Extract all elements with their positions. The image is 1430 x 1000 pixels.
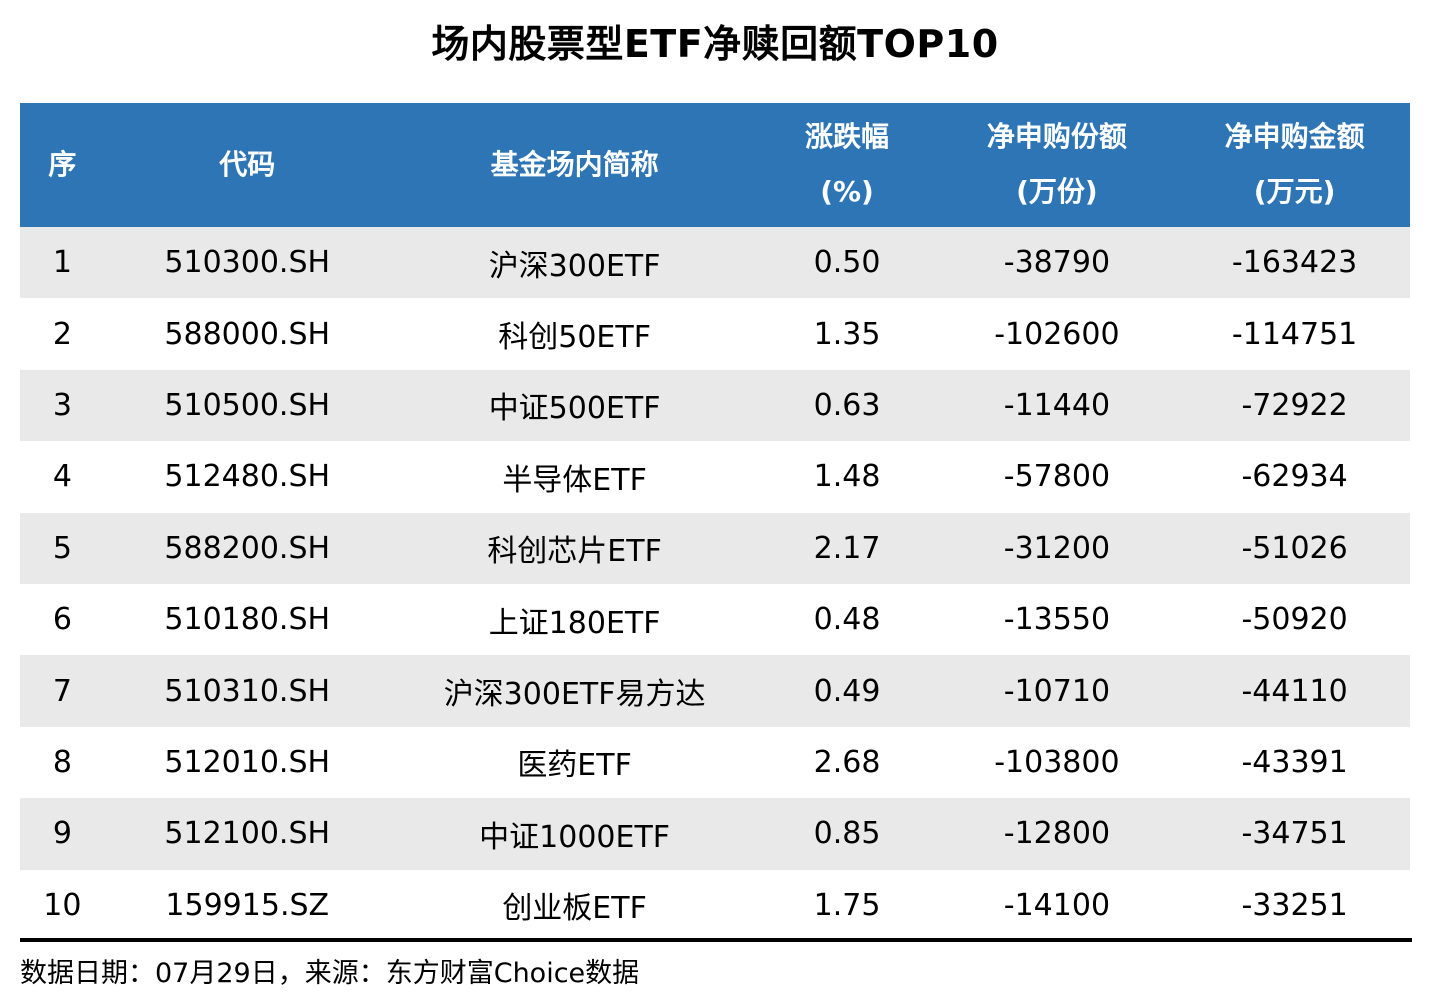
cell-code: 159915.SZ (165, 887, 330, 923)
cell-rank: 1 (52, 245, 72, 281)
cell-code: 510180.SH (164, 602, 331, 638)
cell-code: 512480.SH (164, 459, 331, 495)
table-body: 1 510300.SH 沪深300ETF 0.50 -38790 -163423 2 5880… (20, 227, 1410, 941)
cell-rank: 6 (52, 602, 72, 638)
cell-rank: 9 (52, 816, 72, 852)
cell-net-amount: -72922 (1241, 387, 1348, 423)
cell-fund-name: 创业板ETF (502, 891, 647, 927)
cell-code: 510500.SH (164, 387, 331, 423)
table-row: 5 588200.SH 科创芯片ETF 2.17 -31200 -51026 (20, 512, 1410, 584)
cell-fund-name: 科创芯片ETF (487, 534, 662, 570)
col-header-net-shares-label: 净申购份额 (986, 120, 1127, 154)
cell-fund-name: 沪深300ETF易方达 (443, 677, 706, 713)
col-header-change-pct-label: 涨跌幅 (805, 120, 890, 154)
cell-rank: 3 (52, 387, 72, 423)
cell-net-shares: -10710 (1003, 673, 1111, 709)
cell-change-pct: 2.68 (813, 744, 881, 780)
table-row: 9 512100.SH 中证1000ETF 0.85 -12800 -34751 (20, 798, 1410, 870)
cell-rank: 8 (52, 744, 72, 780)
cell-change-pct: 0.50 (813, 245, 881, 281)
table-row: 6 510180.SH 上证180ETF 0.48 -13550 -50920 (20, 583, 1410, 656)
cell-fund-name: 沪深300ETF (488, 248, 661, 284)
cell-fund-name: 科创50ETF (498, 320, 651, 356)
cell-net-shares: -38790 (1003, 245, 1111, 281)
col-header-code-label: 代码 (219, 147, 276, 181)
col-header-net-amount-sublabel: (万元) (1253, 175, 1336, 208)
cell-code: 512100.SH (164, 816, 331, 852)
cell-rank: 10 (43, 887, 82, 923)
col-header-change-pct: 涨跌幅 (%) (759, 103, 935, 227)
cell-code: 512010.SH (164, 744, 331, 780)
table-row: 10 159915.SZ 创业板ETF 1.75 -14100 -33251 (20, 869, 1410, 941)
cell-net-amount: -50920 (1241, 602, 1348, 638)
cell-net-shares: -13550 (1003, 602, 1111, 638)
cell-net-amount: -62934 (1241, 459, 1348, 495)
cell-net-shares: -31200 (1003, 530, 1111, 566)
cell-net-amount: -114751 (1231, 316, 1358, 352)
cell-change-pct: 1.75 (813, 887, 881, 923)
cell-change-pct: 0.49 (813, 673, 881, 709)
cell-net-amount: -33251 (1241, 887, 1348, 923)
col-header-net-shares-sublabel: (万份) (1016, 175, 1098, 208)
cell-fund-name: 半导体ETF (502, 462, 647, 498)
cell-net-amount: -163423 (1231, 245, 1358, 281)
table-header-row: 序 代码 基金场内简称 涨跌幅 (%) (20, 103, 1410, 227)
cell-fund-name: 医药ETF (517, 748, 632, 784)
data-source-note: 数据日期：07月29日，来源：东方财富Choice数据 (20, 958, 640, 989)
cell-fund-name: 上证180ETF (488, 605, 661, 641)
cell-fund-name: 中证1000ETF (479, 819, 671, 855)
cell-rank: 7 (52, 673, 72, 709)
col-header-net-amount-label: 净申购金额 (1224, 120, 1365, 154)
table-row: 3 510500.SH 中证500ETF 0.63 -11440 -72922 (20, 369, 1410, 442)
cell-rank: 5 (52, 530, 72, 566)
table-header: 序 代码 基金场内简称 涨跌幅 (%) (20, 103, 1410, 227)
cell-net-amount: -44110 (1241, 673, 1348, 709)
footer: 数据日期：07月29日，来源：东方财富Choice数据 (20, 938, 1412, 990)
col-header-fund-name: 基金场内简称 (389, 103, 760, 227)
cell-rank: 2 (52, 316, 72, 352)
cell-net-shares: -14100 (1003, 887, 1111, 923)
table-row: 8 512010.SH 医药ETF 2.68 -103800 -43391 (20, 726, 1410, 799)
cell-change-pct: 0.85 (813, 816, 881, 852)
cell-net-amount: -51026 (1241, 530, 1348, 566)
table-row: 7 510310.SH 沪深300ETF易方达 0.49 -10710 -44110 (20, 655, 1410, 727)
col-header-change-pct-sublabel: (%) (820, 175, 874, 208)
cell-code: 510300.SH (164, 245, 331, 281)
col-header-fund-name-label: 基金场内简称 (490, 147, 659, 181)
col-header-code: 代码 (104, 103, 390, 227)
cell-change-pct: 2.17 (813, 530, 881, 566)
table-row: 2 588000.SH 科创50ETF 1.35 -102600 -114751 (20, 298, 1410, 370)
cell-net-amount: -43391 (1241, 744, 1348, 780)
cell-change-pct: 1.35 (813, 316, 881, 352)
cell-net-shares: -103800 (994, 744, 1120, 780)
cell-net-amount: -34751 (1241, 816, 1348, 852)
cell-fund-name: 中证500ETF (488, 391, 661, 427)
table-row: 4 512480.SH 半导体ETF 1.48 -57800 -62934 (20, 441, 1410, 513)
table-row: 1 510300.SH 沪深300ETF 0.50 -38790 -163423 (20, 227, 1410, 299)
cell-code: 510310.SH (164, 673, 331, 709)
col-header-net-shares: 净申购份额 (万份) (934, 103, 1180, 227)
etf-table-container: 序 代码 基金场内简称 涨跌幅 (%) (20, 103, 1410, 941)
page-title: 场内股票型ETF净赎回额TOP10 (431, 22, 999, 66)
cell-code: 588200.SH (164, 530, 331, 566)
cell-net-shares: -102600 (994, 316, 1120, 352)
col-header-rank-label: 序 (48, 147, 77, 181)
cell-code: 588000.SH (164, 316, 331, 352)
cell-net-shares: -12800 (1003, 816, 1111, 852)
cell-change-pct: 0.48 (813, 602, 881, 638)
cell-net-shares: -11440 (1003, 387, 1111, 423)
cell-change-pct: 0.63 (813, 387, 881, 423)
cell-net-shares: -57800 (1003, 459, 1111, 495)
etf-table: 序 代码 基金场内简称 涨跌幅 (%) (20, 103, 1410, 941)
cell-rank: 4 (52, 459, 72, 495)
col-header-rank: 序 (20, 103, 105, 227)
col-header-net-amount: 净申购金额 (万元) (1179, 103, 1410, 227)
cell-change-pct: 1.48 (813, 459, 881, 495)
